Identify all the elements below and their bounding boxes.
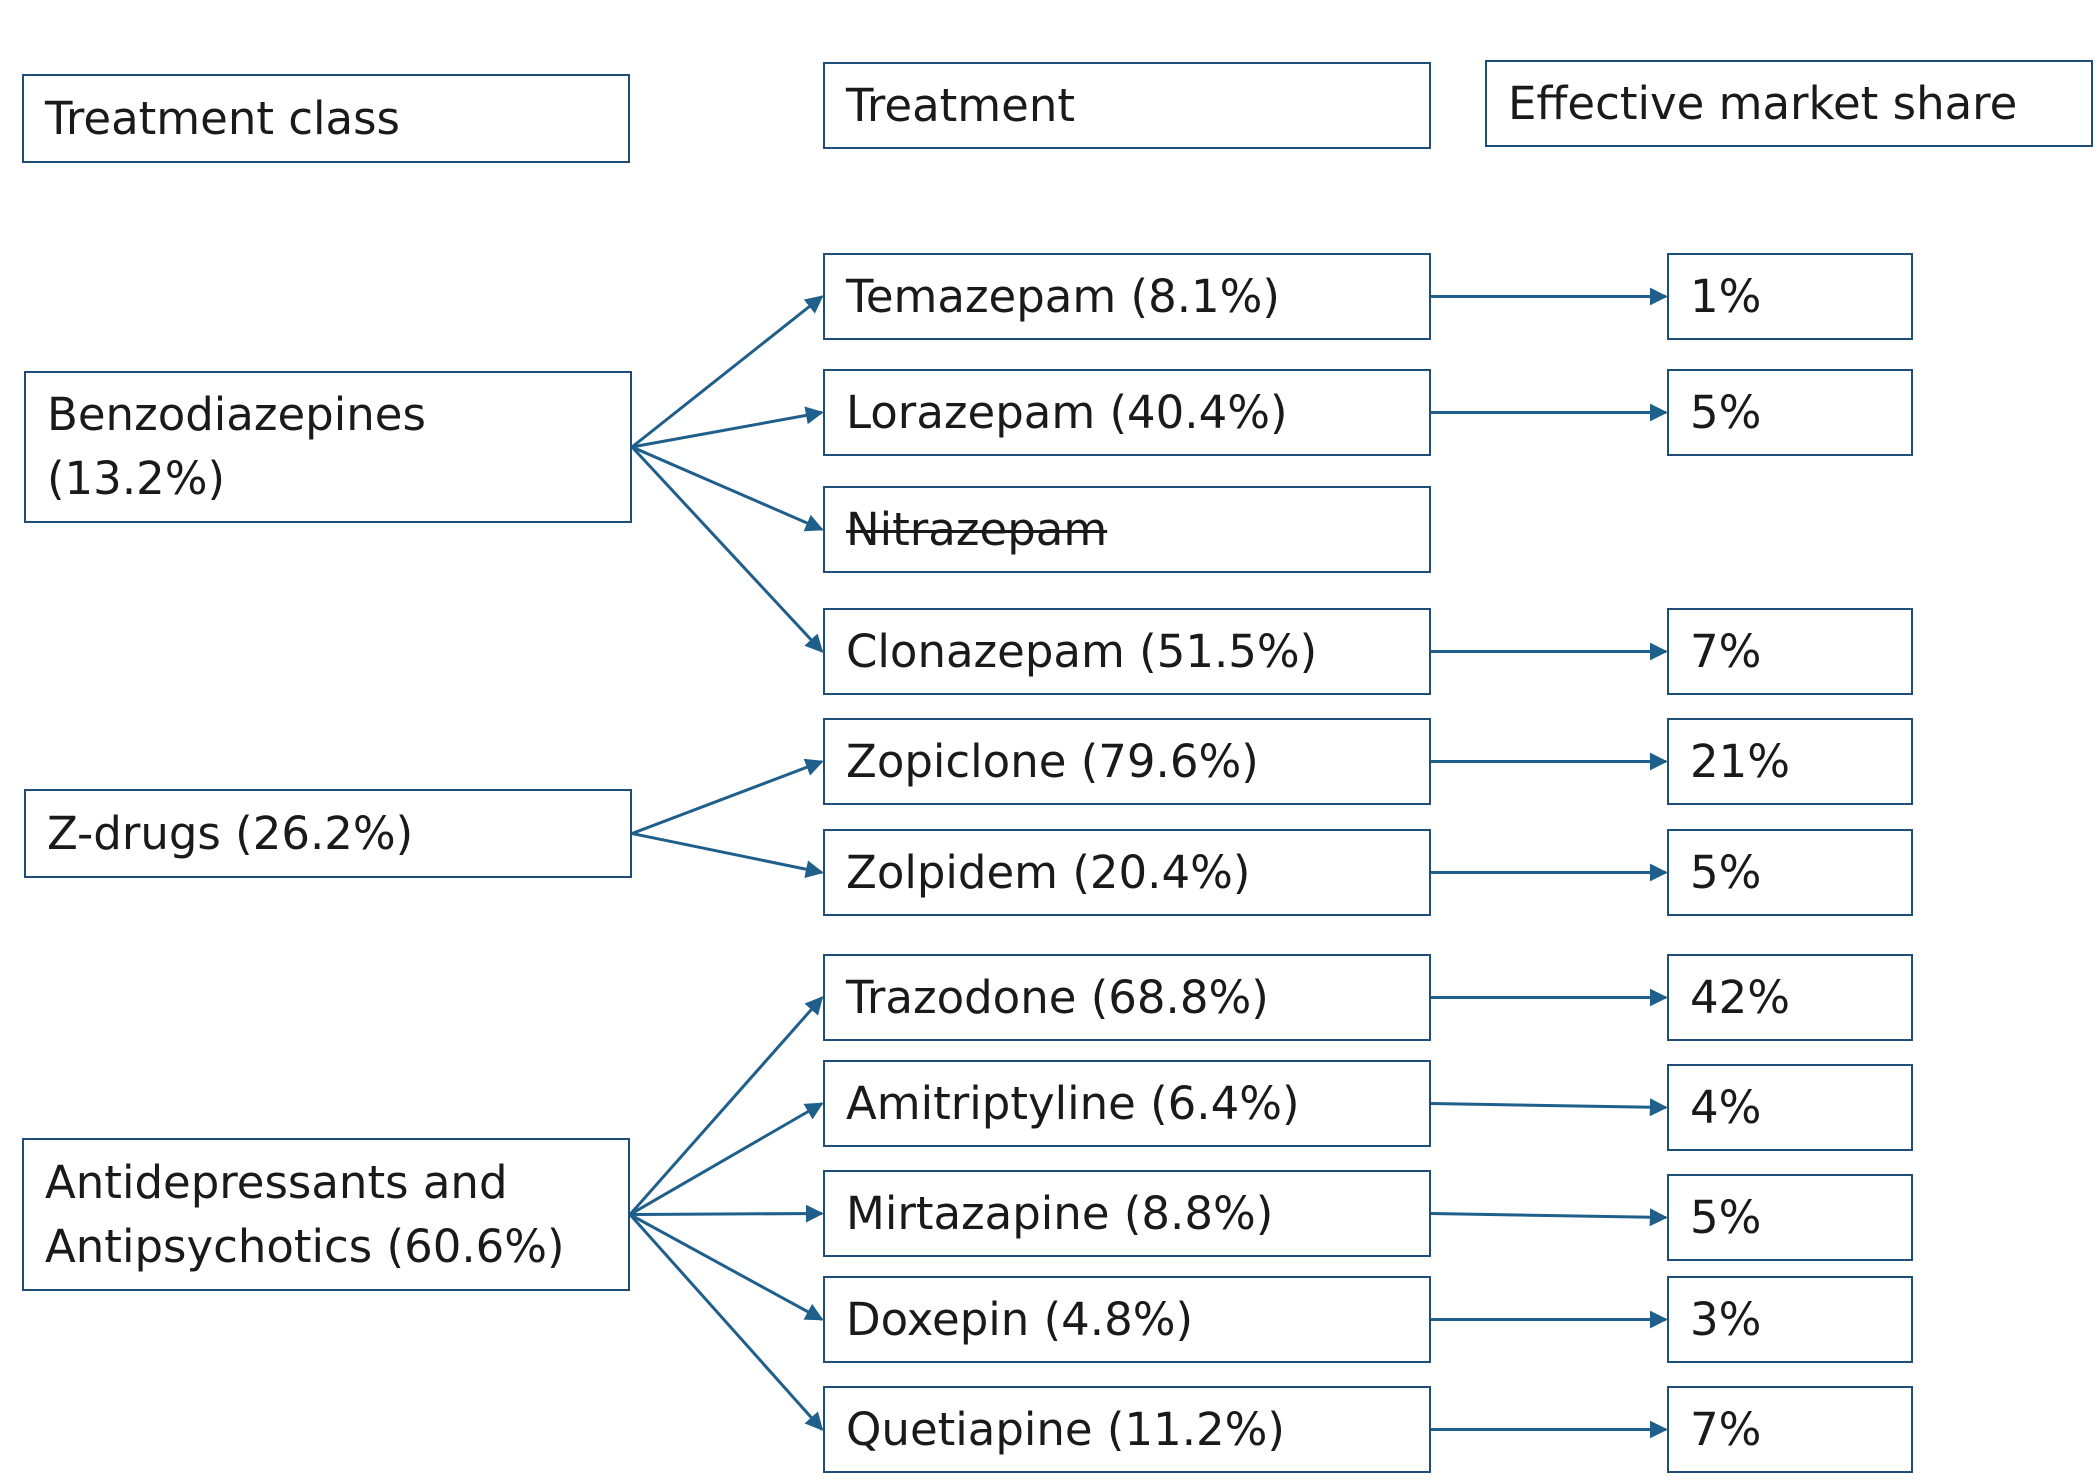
share-lorazepam-value: 5% [1690, 385, 1762, 439]
share-zolpidem: 5% [1667, 829, 1913, 916]
share-clonazepam-value: 7% [1690, 624, 1762, 678]
class-z-drugs: Z-drugs (26.2%) [24, 789, 632, 878]
treatment-nitrazepam: Nitrazepam [823, 486, 1431, 573]
header-effective-market-share-label: Effective market share [1508, 76, 2018, 130]
treatment-zolpidem-label: Zolpidem (20.4%) [846, 845, 1251, 899]
share-mirtazapine-value: 5% [1690, 1190, 1762, 1244]
share-mirtazapine: 5% [1667, 1174, 1913, 1261]
treatment-lorazepam-label: Lorazepam (40.4%) [846, 385, 1288, 439]
share-doxepin-value: 3% [1690, 1292, 1762, 1346]
treatment-trazodone: Trazodone (68.8%) [823, 954, 1431, 1041]
share-zopiclone: 21% [1667, 718, 1913, 805]
treatment-doxepin-label: Doxepin (4.8%) [846, 1292, 1194, 1346]
arrow-class-to-temazepam [631, 295, 824, 449]
treatment-zopiclone-label: Zopiclone (79.6%) [846, 734, 1259, 788]
header-effective-market-share: Effective market share [1485, 60, 2093, 147]
arrow-class-to-quetiapine [628, 1213, 824, 1431]
share-clonazepam: 7% [1667, 608, 1913, 695]
arrow-amitriptyline-to-share [1430, 1098, 1668, 1117]
treatment-quetiapine-label: Quetiapine (11.2%) [846, 1402, 1285, 1456]
header-treatment-class-label: Treatment class [45, 91, 400, 145]
share-temazepam: 1% [1667, 253, 1913, 340]
arrow-class-to-nitrazepam [631, 445, 824, 532]
class-z-drugs-label: Z-drugs (26.2%) [47, 806, 414, 860]
share-doxepin: 3% [1667, 1276, 1913, 1363]
arrow-class-to-mirtazapine [629, 1204, 824, 1223]
arrow-class-to-lorazepam [631, 406, 824, 449]
header-treatment: Treatment [823, 62, 1431, 149]
treatment-temazepam-label: Temazepam (8.1%) [846, 269, 1280, 323]
arrow-class-to-clonazepam [630, 445, 824, 653]
class-antidepressants-line2: Antipsychotics (60.6%) [45, 1219, 565, 1273]
class-antidepressants-line1: Antidepressants and [45, 1155, 508, 1209]
header-treatment-class: Treatment class [22, 74, 630, 163]
arrow-class-to-amitriptyline [629, 1102, 824, 1216]
arrow-class-to-trazodone [628, 996, 824, 1216]
treatment-temazepam: Temazepam (8.1%) [823, 253, 1431, 340]
share-quetiapine: 7% [1667, 1386, 1913, 1473]
treatment-clonazepam-label: Clonazepam (51.5%) [846, 624, 1318, 678]
class-antidepressants-label: Antidepressants and Antipsychotics (60.6… [45, 1151, 565, 1279]
share-zopiclone-value: 21% [1690, 734, 1791, 788]
header-treatment-label: Treatment [846, 78, 1075, 132]
treatment-zopiclone: Zopiclone (79.6%) [823, 718, 1431, 805]
treatment-zolpidem: Zolpidem (20.4%) [823, 829, 1431, 916]
treatment-amitriptyline-label: Amitriptyline (6.4%) [846, 1076, 1300, 1130]
arrow-mirtazapine-to-share [1430, 1208, 1668, 1227]
treatment-lorazepam: Lorazepam (40.4%) [823, 369, 1431, 456]
class-benzodiazepines: Benzodiazepines (13.2%) [24, 371, 632, 523]
treatment-doxepin: Doxepin (4.8%) [823, 1276, 1431, 1363]
treatment-quetiapine: Quetiapine (11.2%) [823, 1386, 1431, 1473]
class-benzodiazepines-label: Benzodiazepines (13.2%) [47, 383, 426, 511]
treatment-clonazepam: Clonazepam (51.5%) [823, 608, 1431, 695]
share-quetiapine-value: 7% [1690, 1402, 1762, 1456]
treatment-amitriptyline: Amitriptyline (6.4%) [823, 1060, 1431, 1147]
share-temazepam-value: 1% [1690, 269, 1762, 323]
share-lorazepam: 5% [1667, 369, 1913, 456]
arrow-class-to-doxepin [629, 1213, 824, 1321]
class-antidepressants-antipsychotics: Antidepressants and Antipsychotics (60.6… [22, 1138, 630, 1291]
class-benzodiazepines-line2: (13.2%) [47, 452, 226, 505]
share-zolpidem-value: 5% [1690, 845, 1762, 899]
treatment-mirtazapine: Mirtazapine (8.8%) [823, 1170, 1431, 1257]
share-trazodone-value: 42% [1690, 970, 1791, 1024]
arrow-class-to-zolpidem [631, 832, 824, 879]
treatment-trazodone-label: Trazodone (68.8%) [846, 970, 1269, 1024]
share-amitriptyline-value: 4% [1690, 1080, 1762, 1134]
share-trazodone: 42% [1667, 954, 1913, 1041]
treatment-mirtazapine-label: Mirtazapine (8.8%) [846, 1186, 1274, 1240]
treatment-nitrazepam-label: Nitrazepam [846, 502, 1108, 556]
class-benzodiazepines-line1: Benzodiazepines [47, 388, 426, 442]
arrow-class-to-zopiclone [631, 758, 824, 835]
share-amitriptyline: 4% [1667, 1064, 1913, 1151]
